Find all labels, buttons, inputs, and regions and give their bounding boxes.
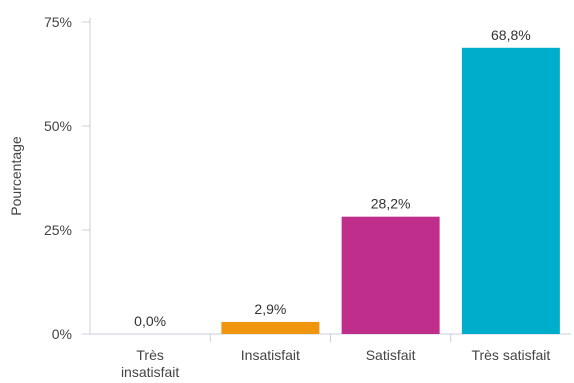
x-category-label: Insatisfait: [241, 347, 300, 363]
bar-value-label: 0,0%: [134, 313, 166, 329]
y-axis-title: Pourcentage: [8, 136, 24, 216]
x-category-label-line: Satisfait: [366, 347, 416, 363]
x-category-label: Satisfait: [366, 347, 416, 363]
bar: [341, 216, 440, 334]
x-category-label: Très insatisfait: [121, 347, 179, 380]
bars-group: 0,0% 2,9% 28,2% 68,8%: [134, 27, 560, 335]
y-tick-label: 75%: [44, 14, 72, 30]
y-tick-label: 50%: [44, 118, 72, 134]
y-tick-label: 25%: [44, 222, 72, 238]
bar-value-label: 2,9%: [254, 301, 286, 317]
x-category-label-line: Très satisfait: [471, 347, 550, 363]
x-category-label-line: insatisfait: [121, 364, 179, 380]
y-tick-label: 0%: [52, 326, 72, 342]
bar: [461, 47, 560, 335]
x-category-label: Très satisfait: [471, 347, 550, 363]
x-category-label-line: Très: [136, 347, 163, 363]
bar-value-label: 68,8%: [491, 27, 531, 43]
x-category-label-line: Insatisfait: [241, 347, 300, 363]
bar-value-label: 28,2%: [371, 196, 411, 212]
y-axis-ticks: 0% 25% 50% 75%: [44, 14, 90, 342]
bar: [221, 321, 320, 334]
x-axis-labels: Très insatisfait Insatisfait Satisfait Très …: [121, 334, 550, 380]
